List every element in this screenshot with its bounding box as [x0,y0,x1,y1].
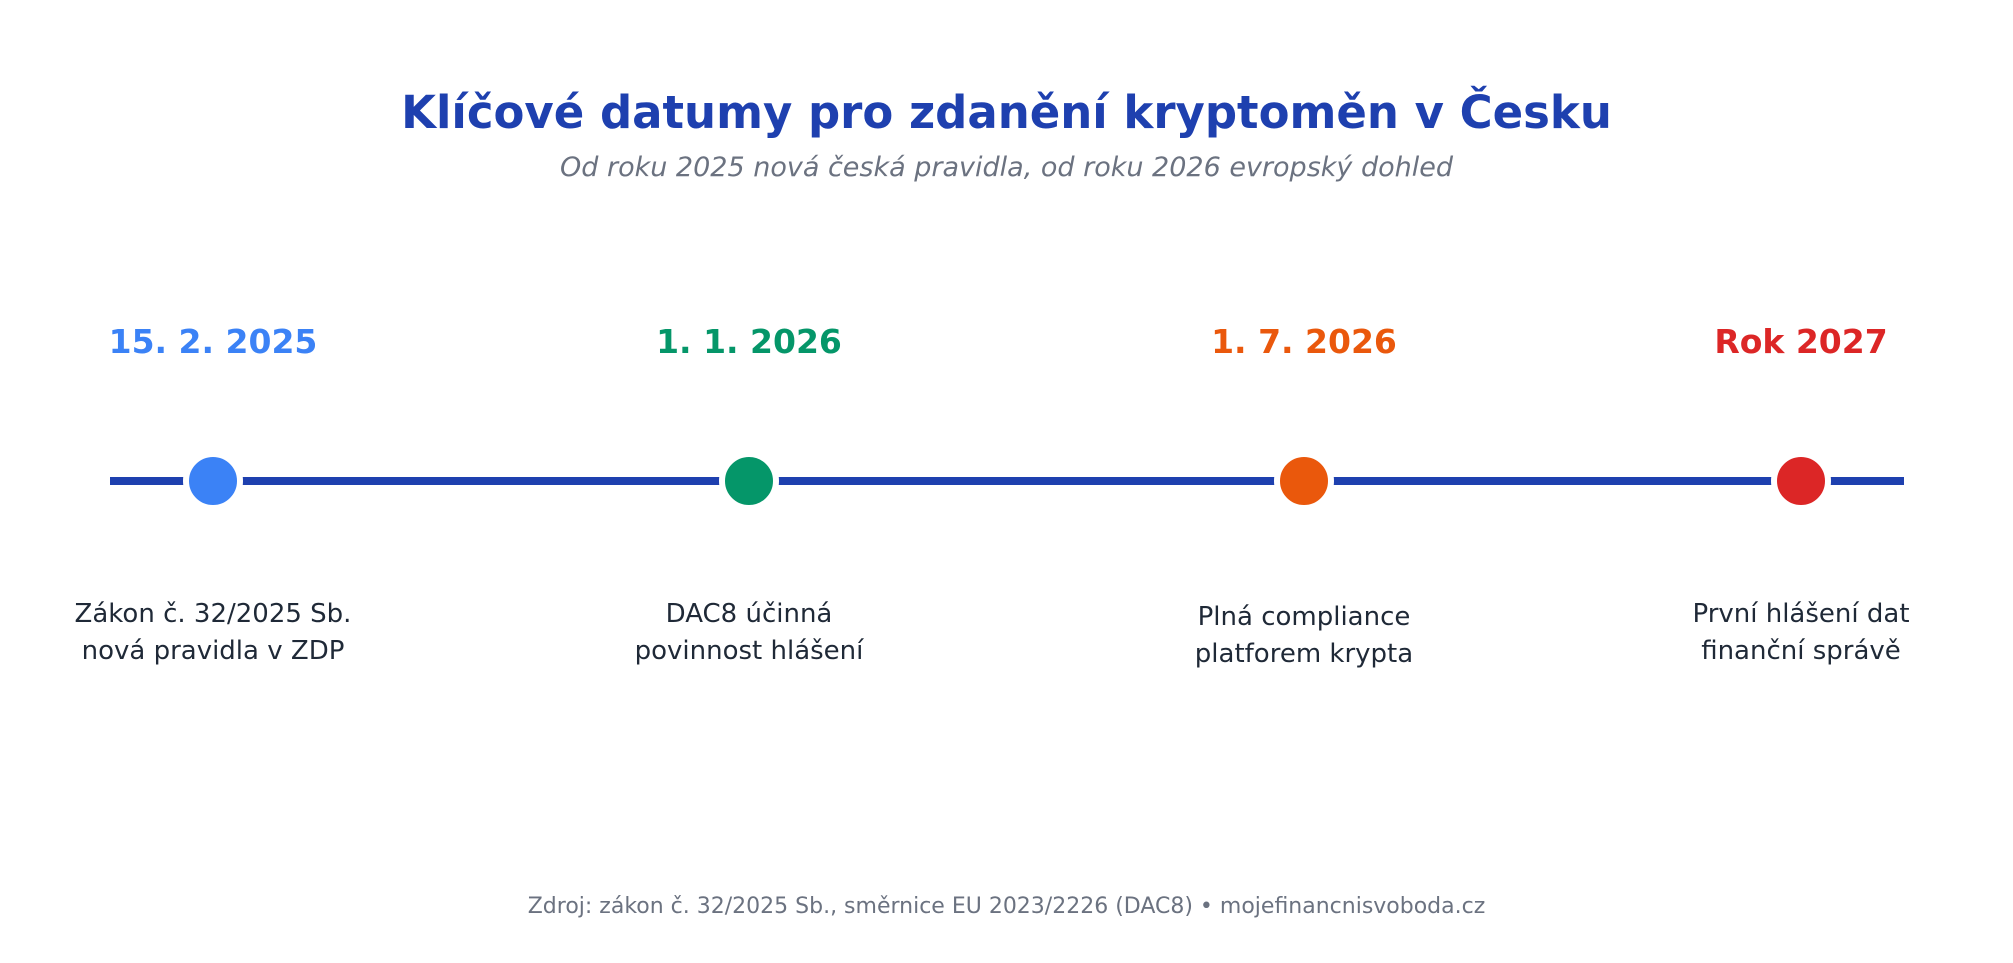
milestone-desc-line: Plná compliance [1197,602,1411,632]
chart-subtitle: Od roku 2025 nová česká pravidla, od rok… [560,152,1453,183]
milestone-dot-3 [1274,451,1334,511]
milestone-desc-line: První hlášení dat [1692,599,1910,629]
milestone-desc-1: Zákon č. 32/2025 Sb. nová pravidla v ZDP [3,596,423,670]
milestone-desc-2: DAC8 účinná povinnost hlášení [539,596,959,670]
chart-title: Klíčové datumy pro zdanění kryptoměn v Č… [401,86,1612,139]
milestone-desc-line: platforem krypta [1194,639,1414,669]
milestone-date-2: 1. 1. 2026 [656,322,842,361]
milestone-date-1: 15. 2. 2025 [108,322,318,361]
milestone-date-4: Rok 2027 [1714,322,1888,361]
milestone-desc-3: Plná compliance platforem krypta [1094,599,1514,673]
milestone-desc-4: První hlášení dat finanční správě [1591,596,2011,670]
source-note: Zdroj: zákon č. 32/2025 Sb., směrnice EU… [527,894,1486,919]
milestone-dot-4 [1771,451,1831,511]
milestone-desc-line: finanční správě [1701,636,1901,666]
milestone-desc-line: Zákon č. 32/2025 Sb. [74,599,352,629]
milestone-desc-line: povinnost hlášení [634,636,864,666]
milestone-dot-1 [183,451,243,511]
milestone-desc-line: DAC8 účinná [665,599,833,629]
milestone-desc-line: nová pravidla v ZDP [81,636,345,666]
milestone-dot-2 [719,451,779,511]
milestone-date-3: 1. 7. 2026 [1211,322,1397,361]
